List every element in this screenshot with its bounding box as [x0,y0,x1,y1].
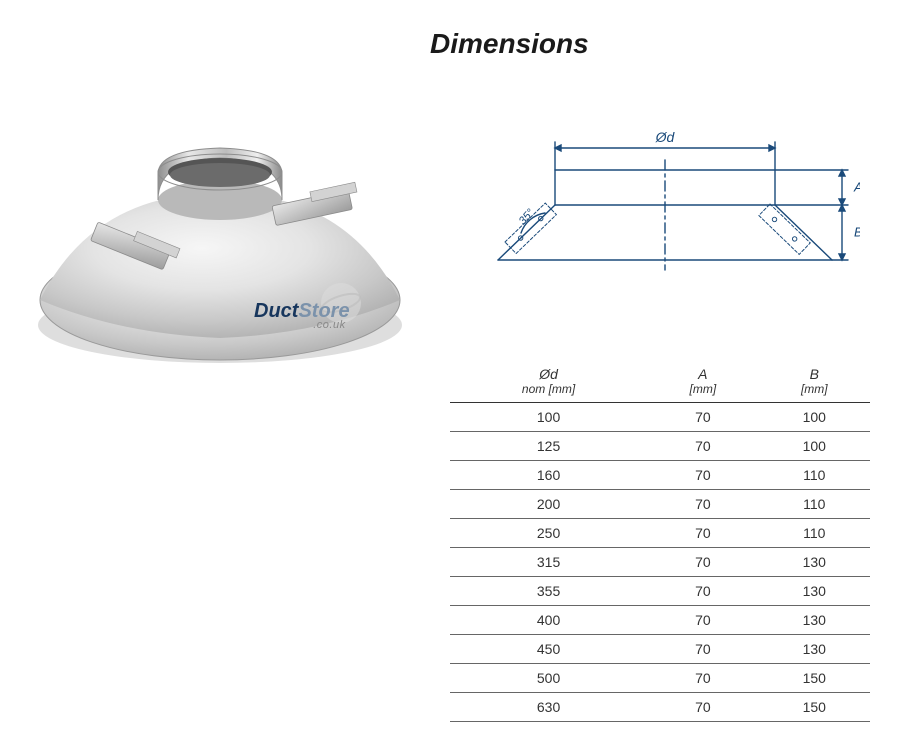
table-row: 50070150 [450,664,870,693]
table-cell: 70 [647,403,758,432]
table-cell: 250 [450,519,647,548]
table-row: 63070150 [450,693,870,722]
table-row: 35570130 [450,577,870,606]
table-cell: 70 [647,664,758,693]
product-photo [20,100,420,380]
table-cell: 70 [647,606,758,635]
table-header-cell: Ødnom [mm] [450,360,647,403]
table-cell: 160 [450,461,647,490]
table-cell: 100 [450,403,647,432]
table-row: 16070110 [450,461,870,490]
table-cell: 130 [759,635,870,664]
logo-text-1: Duct [254,300,298,322]
svg-text:B: B [854,225,860,240]
table-cell: 100 [759,432,870,461]
table-header-cell: A[mm] [647,360,758,403]
table-cell: 110 [759,490,870,519]
table-row: 20070110 [450,490,870,519]
svg-text:Ød: Ød [655,129,676,145]
table-cell: 130 [759,548,870,577]
col-symbol: A [698,366,707,382]
col-unit: [mm] [763,382,866,396]
table-row: 12570100 [450,432,870,461]
table-cell: 150 [759,693,870,722]
table-row: 10070100 [450,403,870,432]
table-cell: 150 [759,664,870,693]
brand-logo: DuctStore .co.uk [254,300,350,331]
dimensions-table: Ødnom [mm]A[mm]B[mm] 1007010012570100160… [450,360,870,722]
table-header-row: Ødnom [mm]A[mm]B[mm] [450,360,870,403]
table-cell: 315 [450,548,647,577]
table-cell: 500 [450,664,647,693]
table-header-cell: B[mm] [759,360,870,403]
table-cell: 70 [647,548,758,577]
table-row: 45070130 [450,635,870,664]
table-cell: 130 [759,606,870,635]
table-cell: 130 [759,577,870,606]
table-cell: 70 [647,519,758,548]
col-symbol: B [810,366,819,382]
page: Dimensions [0,0,900,742]
table-cell: 110 [759,519,870,548]
table-cell: 355 [450,577,647,606]
table-cell: 630 [450,693,647,722]
col-unit: nom [mm] [454,382,643,396]
page-title: Dimensions [430,28,589,60]
table-cell: 110 [759,461,870,490]
table-cell: 70 [647,432,758,461]
table-cell: 70 [647,693,758,722]
table-cell: 100 [759,403,870,432]
col-symbol: Ød [539,366,558,382]
table-cell: 400 [450,606,647,635]
dimension-diagram: Ød 35° A B [480,110,860,310]
table-row: 40070130 [450,606,870,635]
table-cell: 200 [450,490,647,519]
svg-text:35°: 35° [517,206,537,227]
svg-text:A: A [853,180,860,195]
table-row: 25070110 [450,519,870,548]
table-cell: 70 [647,577,758,606]
table-cell: 125 [450,432,647,461]
table-cell: 70 [647,490,758,519]
col-unit: [mm] [651,382,754,396]
table-cell: 450 [450,635,647,664]
table-row: 31570130 [450,548,870,577]
table-cell: 70 [647,461,758,490]
table-cell: 70 [647,635,758,664]
